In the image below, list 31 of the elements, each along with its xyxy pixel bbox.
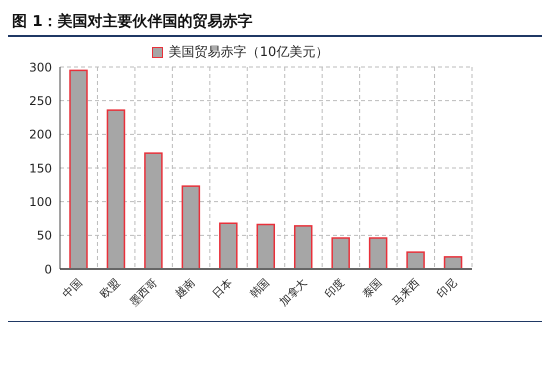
y-tick-label: 150 [29, 161, 52, 176]
bar [444, 256, 462, 269]
x-tick-label: 印尼 [434, 276, 460, 301]
x-tick-label: 中国 [60, 276, 85, 301]
y-tick-label: 100 [29, 194, 52, 209]
chart-title: 图 1：美国对主要伙伴国的贸易赤字 [8, 8, 542, 37]
bar [368, 237, 388, 269]
x-tick-label: 印度 [322, 276, 348, 301]
y-tick-label: 200 [29, 128, 52, 142]
bar [144, 152, 163, 269]
bar [406, 251, 425, 269]
bar [182, 185, 200, 269]
y-tick-label: 250 [29, 94, 52, 108]
x-tick-label: 韩国 [247, 276, 272, 301]
y-tick-label: 50 [36, 228, 52, 243]
legend-label: 美国贸易赤字（10亿美元） [168, 44, 328, 61]
bar [256, 224, 276, 269]
y-tick-label: 0 [44, 262, 52, 276]
bar [69, 70, 88, 269]
x-tick-label: 马来西 [389, 276, 422, 308]
x-tick-label: 越南 [172, 276, 198, 301]
y-tick-label: 300 [29, 60, 52, 74]
x-tick-label: 泰国 [360, 276, 384, 301]
x-tick-label: 日本 [210, 276, 235, 301]
bar [294, 225, 312, 269]
x-tick-label: 欧盟 [98, 276, 122, 301]
x-tick-label: 墨西哥 [127, 276, 160, 308]
bar [219, 222, 238, 269]
bar [106, 109, 126, 269]
bar [331, 237, 350, 269]
x-tick-label: 加拿大 [277, 276, 310, 308]
